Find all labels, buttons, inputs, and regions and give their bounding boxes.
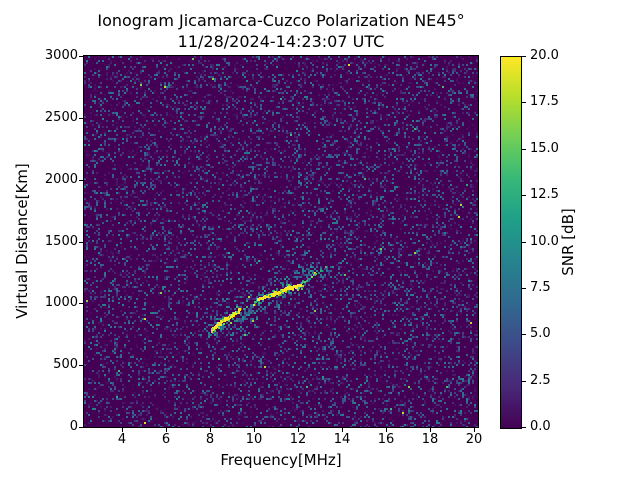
x-tick-label: 8 (205, 432, 215, 447)
x-tick-label: 20 (465, 432, 483, 447)
chart-title-block: Ionogram Jicamarca-Cuzco Polarization NE… (84, 10, 478, 52)
y-tick-label: 500 (53, 357, 78, 373)
x-tick-label: 18 (421, 432, 439, 447)
colorbar-tick (522, 427, 526, 428)
colorbar-tick-label: 2.5 (530, 372, 551, 388)
y-tick (79, 241, 83, 243)
x-tick (386, 428, 388, 432)
y-tick (79, 365, 83, 367)
x-tick-label: 12 (289, 432, 307, 447)
y-tick-label: 2500 (44, 109, 78, 125)
colorbar (500, 56, 522, 429)
x-tick (122, 428, 124, 432)
y-tick (79, 179, 83, 181)
ionogram-heatmap-canvas (84, 56, 478, 427)
x-axis-label: Frequency[MHz] (220, 451, 342, 469)
colorbar-tick (522, 241, 526, 243)
x-tick-label: 6 (161, 432, 171, 447)
y-tick (79, 303, 83, 305)
colorbar-tick (522, 148, 526, 150)
y-tick (79, 56, 83, 57)
y-tick-label: 2000 (44, 171, 78, 187)
y-axis-label: Virtual Distance[Km] (13, 163, 31, 319)
colorbar-tick (522, 380, 526, 382)
colorbar-tick (522, 102, 526, 104)
colorbar-tick-label: 12.5 (530, 187, 559, 203)
colorbar-tick-label: 10.0 (530, 233, 559, 249)
x-tick-label: 16 (377, 432, 395, 447)
colorbar-tick-label: 7.5 (530, 279, 551, 295)
colorbar-tick-label: 15.0 (530, 140, 559, 156)
x-tick-label: 4 (117, 432, 127, 447)
colorbar-gradient (501, 57, 521, 428)
colorbar-tick-label: 0.0 (530, 419, 551, 434)
y-tick-label: 1000 (44, 295, 78, 311)
y-tick-label: 1500 (44, 233, 78, 249)
colorbar-tick-label: 17.5 (530, 94, 559, 110)
x-tick (430, 428, 432, 432)
plot-area (83, 55, 479, 428)
chart-subtitle: 11/28/2024-14:23:07 UTC (177, 32, 385, 51)
chart-title: Ionogram Jicamarca-Cuzco Polarization NE… (97, 11, 465, 30)
x-tick (254, 428, 256, 432)
x-tick (474, 428, 476, 432)
colorbar-tick (522, 195, 526, 197)
y-tick (79, 427, 83, 428)
colorbar-tick (522, 287, 526, 289)
x-tick (342, 428, 344, 432)
y-tick-label: 3000 (44, 48, 78, 63)
colorbar-tick-label: 20.0 (530, 48, 559, 63)
colorbar-tick-label: 5.0 (530, 326, 551, 342)
x-tick (298, 428, 300, 432)
x-tick-label: 10 (245, 432, 263, 447)
y-tick-label: 0 (69, 419, 78, 434)
x-tick-label: 14 (333, 432, 351, 447)
y-tick (79, 117, 83, 119)
colorbar-tick (522, 56, 526, 57)
x-tick (210, 428, 212, 432)
x-tick (166, 428, 168, 432)
colorbar-tick (522, 334, 526, 336)
